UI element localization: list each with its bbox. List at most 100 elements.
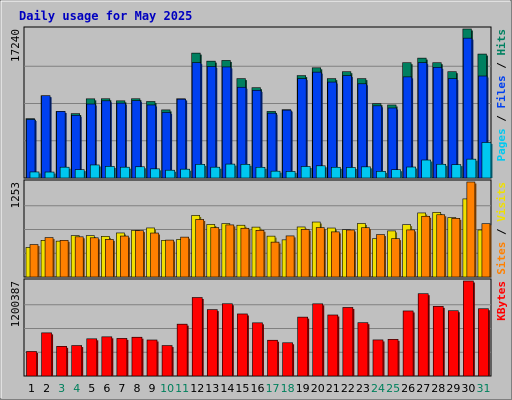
files-bar-body xyxy=(297,78,307,179)
pages-bar-body xyxy=(120,166,130,179)
sites-bar xyxy=(89,237,100,278)
sites-bar-body xyxy=(120,235,129,278)
pages-bar-body xyxy=(270,170,281,179)
pages-bar-body xyxy=(436,163,447,179)
legend-entry: Pages xyxy=(495,128,508,161)
kbytes-bar xyxy=(101,336,114,377)
sites-bar-body xyxy=(180,236,189,278)
x-tick-label: 26 xyxy=(401,382,415,395)
x-tick-label: 17 xyxy=(266,382,280,395)
pages-bar xyxy=(74,169,86,179)
pages-bar-body xyxy=(315,165,326,179)
pages-bar xyxy=(421,159,433,179)
files-bar xyxy=(342,75,353,179)
files-bar xyxy=(402,76,414,179)
pages-bar-body xyxy=(421,159,431,179)
kbytes-bar xyxy=(41,332,54,377)
sites-bar xyxy=(406,229,417,278)
pages-bar xyxy=(270,170,282,179)
files-bar-body xyxy=(432,67,443,179)
panel-kbytes-legend: KBytes xyxy=(495,281,508,321)
files-bar xyxy=(372,105,383,179)
files-bar-body xyxy=(372,105,382,179)
x-tick-label: 8 xyxy=(133,382,140,395)
sites-bar-body xyxy=(330,231,340,278)
files-bar xyxy=(387,107,399,179)
kbytes-bar-body xyxy=(327,314,339,377)
sites-bar xyxy=(481,223,492,278)
sites-bar xyxy=(346,229,356,278)
chart-title: Daily usage for May 2025 xyxy=(19,9,192,23)
files-bar xyxy=(206,66,218,179)
sites-bar xyxy=(180,236,191,278)
kbytes-bar xyxy=(417,293,430,377)
kbytes-bar-body xyxy=(56,346,67,377)
sites-bar-body xyxy=(421,215,430,278)
pages-bar xyxy=(195,164,207,179)
kbytes-bar-body xyxy=(71,345,82,377)
sites-bar xyxy=(361,227,371,278)
pages-bar-body xyxy=(59,166,70,179)
legend-entry: Sites xyxy=(495,242,508,275)
sites-bar-body xyxy=(195,219,205,278)
x-axis-labels: 1 2 3 4 5 6 7 8 9 10 11 12 13 14 15 16 17 18 19 20 21 22 23 24 2… xyxy=(28,382,490,395)
pages-bar xyxy=(330,166,342,179)
legend-entry: Hits xyxy=(495,29,508,56)
sites-bar-body xyxy=(346,229,355,278)
pages-bar-body xyxy=(165,169,175,179)
files-bar xyxy=(357,83,368,179)
legend-entry: KBytes xyxy=(495,281,508,321)
kbytes-bar-body xyxy=(297,316,308,377)
kbytes-bar-body xyxy=(131,336,143,377)
files-bar-body xyxy=(176,98,186,179)
pages-bar-body xyxy=(481,142,492,179)
x-tick-label: 31 xyxy=(476,382,490,395)
kbytes-bar-body xyxy=(342,307,354,377)
sites-bar xyxy=(285,235,296,278)
kbytes-bar-body xyxy=(237,313,248,377)
panel-visits: 1253 Sites / Visits xyxy=(9,179,508,278)
sites-bar-body xyxy=(451,218,461,278)
pages-bar-body xyxy=(285,171,296,179)
kbytes-bar xyxy=(312,303,325,377)
sites-bar-body xyxy=(315,227,325,278)
pages-bar xyxy=(135,166,146,179)
files-bar xyxy=(131,100,142,179)
sites-bar xyxy=(135,230,145,278)
files-bar-body xyxy=(206,66,217,179)
kbytes-bar-body xyxy=(222,303,233,377)
x-tick-label: 22 xyxy=(341,382,355,395)
pages-bar-body xyxy=(361,166,371,179)
kbytes-bar xyxy=(267,339,280,377)
x-tick-label: 21 xyxy=(326,382,340,395)
x-tick-label: 25 xyxy=(386,382,400,395)
files-bar-body xyxy=(387,107,397,179)
panel-kbytes: 1200387 KBytes xyxy=(9,278,508,377)
x-tick-label: 15 xyxy=(235,382,249,395)
kbytes-bar xyxy=(432,306,445,377)
pages-bar xyxy=(391,169,403,179)
kbytes-bar xyxy=(191,297,204,377)
kbytes-bar-body xyxy=(176,323,188,377)
kbytes-bar-body xyxy=(161,345,173,377)
sites-bar-body xyxy=(436,214,446,278)
files-bar-body xyxy=(402,76,412,179)
files-bar xyxy=(327,81,338,179)
x-tick-label: 2 xyxy=(43,382,50,395)
sites-bar xyxy=(195,219,206,278)
files-bar xyxy=(146,104,158,179)
sites-bar-body xyxy=(466,181,476,278)
sites-bar-body xyxy=(210,227,220,278)
kbytes-bar-body xyxy=(432,306,444,377)
kbytes-bar xyxy=(161,345,174,377)
files-bar xyxy=(297,78,308,179)
files-bar-body xyxy=(222,66,232,179)
pages-bar-body xyxy=(210,166,221,179)
kbytes-bar xyxy=(176,323,189,377)
pages-bar xyxy=(89,164,101,179)
kbytes-bar xyxy=(86,338,99,377)
kbytes-bar xyxy=(327,314,340,377)
pages-bar xyxy=(165,169,177,179)
legend-entry: Files xyxy=(495,75,508,108)
